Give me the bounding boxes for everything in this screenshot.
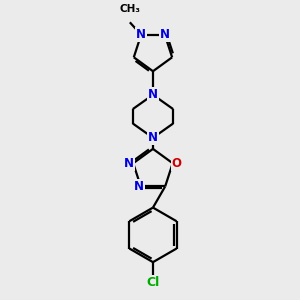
Text: N: N: [136, 28, 146, 41]
Text: O: O: [172, 157, 182, 170]
Text: N: N: [160, 28, 170, 41]
Text: CH₃: CH₃: [119, 4, 140, 14]
Text: Cl: Cl: [146, 275, 160, 289]
Text: N: N: [148, 88, 158, 101]
Text: N: N: [134, 180, 144, 193]
Text: N: N: [148, 131, 158, 144]
Text: N: N: [124, 157, 134, 170]
